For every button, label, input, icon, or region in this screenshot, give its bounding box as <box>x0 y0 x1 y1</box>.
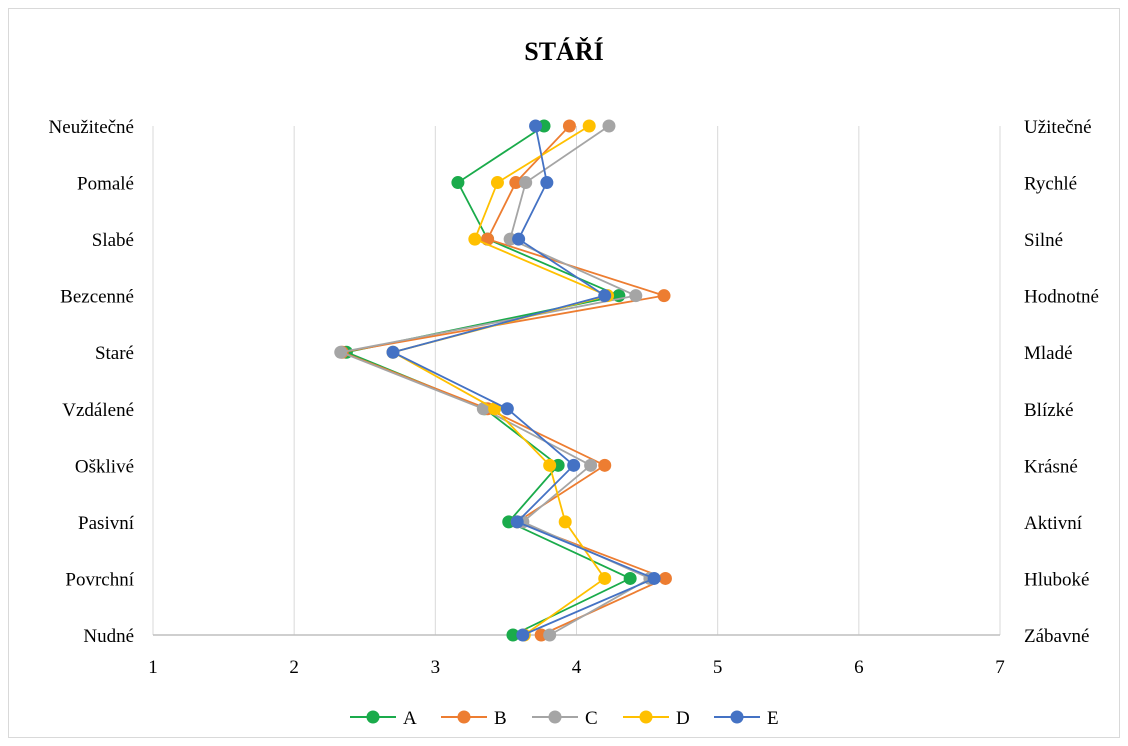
series-C <box>334 119 657 642</box>
data-point-C <box>519 176 533 190</box>
data-point-A <box>506 628 520 642</box>
data-point-B <box>657 289 671 303</box>
data-point-E <box>516 628 530 642</box>
data-point-E <box>647 571 661 585</box>
data-point-B <box>509 176 523 190</box>
left-category-label: Nudné <box>83 626 134 647</box>
x-tick-label: 3 <box>431 657 441 678</box>
x-tick-label: 1 <box>148 657 158 678</box>
left-category-label: Staré <box>95 343 134 364</box>
right-category-label: Krásné <box>1024 456 1078 477</box>
series-line-D <box>390 125 611 636</box>
left-category-label: Neužitečné <box>49 117 134 138</box>
left-category-label: Povrchní <box>65 569 134 590</box>
legend-marker <box>548 710 562 724</box>
data-point-D <box>598 571 612 585</box>
series-A <box>339 119 637 642</box>
legend-label: B <box>494 708 507 729</box>
legend-marker <box>366 710 380 724</box>
data-point-D <box>558 515 572 529</box>
data-point-B <box>598 458 612 472</box>
legend: A B C D E <box>350 708 779 729</box>
right-category-label: Užitečné <box>1024 117 1092 138</box>
series-line-E <box>390 125 657 636</box>
legend-marker <box>457 710 471 724</box>
data-point-E <box>540 176 554 190</box>
legend-item-E: E <box>714 708 779 729</box>
x-tick-label: 2 <box>289 657 299 678</box>
legend-item-D: D <box>623 708 690 729</box>
data-point-D <box>490 176 504 190</box>
data-point-E <box>567 458 581 472</box>
data-point-C <box>476 402 490 416</box>
right-category-label: Zábavné <box>1024 626 1089 647</box>
data-point-C <box>602 119 616 133</box>
data-point-C <box>584 458 598 472</box>
chart-title: STÁŘÍ <box>524 37 603 66</box>
left-category-label: Pomalé <box>77 174 134 195</box>
legend-marker <box>730 710 744 724</box>
series-E <box>386 119 661 642</box>
data-point-E <box>529 119 543 133</box>
data-point-E <box>598 289 612 303</box>
x-tick-label: 4 <box>572 657 582 678</box>
grid-lines <box>152 126 1001 636</box>
data-point-E <box>510 515 524 529</box>
left-category-label: Bezcenné <box>60 287 134 308</box>
x-tick-label: 5 <box>713 657 723 678</box>
left-category-label: Vzdálené <box>62 400 134 421</box>
series-group <box>334 119 672 642</box>
data-point-E <box>386 345 400 359</box>
x-axis-ticks: 1 2 3 4 5 6 7 <box>148 657 1005 678</box>
legend-item-A: A <box>350 708 417 729</box>
data-point-E <box>512 232 526 246</box>
data-point-C <box>543 628 557 642</box>
legend-label: C <box>585 708 598 729</box>
legend-marker <box>639 710 653 724</box>
legend-item-B: B <box>441 708 507 729</box>
legend-item-C: C <box>532 708 598 729</box>
data-point-E <box>500 402 514 416</box>
data-point-D <box>582 119 596 133</box>
data-point-B <box>658 571 672 585</box>
data-point-A <box>623 571 637 585</box>
data-point-C <box>629 289 643 303</box>
right-category-label: Silné <box>1024 230 1063 251</box>
series-line-A <box>343 125 633 636</box>
legend-label: A <box>403 708 417 729</box>
right-category-label: Mladé <box>1024 343 1073 364</box>
data-point-B <box>562 119 576 133</box>
data-point-C <box>334 345 348 359</box>
right-category-label: Rychlé <box>1024 174 1077 195</box>
series-B <box>335 119 672 642</box>
left-category-label: Slabé <box>92 230 134 251</box>
right-category-label: Aktivní <box>1024 513 1083 534</box>
right-category-label: Hluboké <box>1024 569 1089 590</box>
data-point-D <box>468 232 482 246</box>
right-category-label: Hodnotné <box>1024 287 1099 308</box>
series-line-C <box>337 125 652 636</box>
legend-label: D <box>676 708 690 729</box>
left-axis-labels: Neužitečné Pomalé Slabé Bezcenné Staré Vzdále… <box>49 117 135 647</box>
series-line-B <box>338 125 668 636</box>
legend-label: E <box>767 708 779 729</box>
left-category-label: Pasivní <box>78 513 135 534</box>
data-point-D <box>543 458 557 472</box>
right-category-label: Blízké <box>1024 400 1074 421</box>
series-D <box>386 119 615 642</box>
right-axis-labels: Užitečné Rychlé Silné Hodnotné Mladé Blízké Kr… <box>1024 117 1099 647</box>
x-tick-label: 7 <box>995 657 1005 678</box>
data-point-A <box>451 176 465 190</box>
data-point-D <box>488 402 502 416</box>
x-tick-label: 6 <box>854 657 864 678</box>
left-category-label: Ošklivé <box>75 456 134 477</box>
